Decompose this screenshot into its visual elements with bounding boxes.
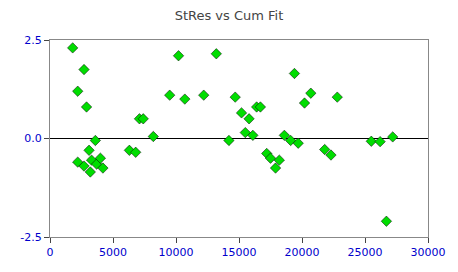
svg-text:20000: 20000 [285, 246, 320, 259]
svg-text:2.5: 2.5 [24, 34, 42, 47]
svg-text:-2.5: -2.5 [20, 231, 41, 244]
svg-text:25000: 25000 [348, 246, 383, 259]
svg-text:15000: 15000 [222, 246, 257, 259]
svg-text:StRes vs Cum Fit: StRes vs Cum Fit [175, 8, 284, 23]
svg-text:10000: 10000 [159, 246, 194, 259]
svg-text:5000: 5000 [99, 246, 127, 259]
svg-text:30000: 30000 [411, 246, 446, 259]
svg-text:0.0: 0.0 [24, 132, 42, 145]
svg-text:0: 0 [47, 246, 54, 259]
